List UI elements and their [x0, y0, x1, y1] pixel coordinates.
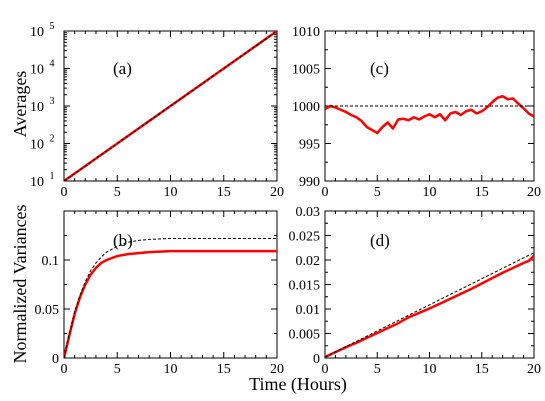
y-axis-label-normalized-variances: Normalized Variances: [10, 204, 30, 363]
y-tick-label: 0.02: [296, 254, 321, 269]
plot-frame: [324, 210, 535, 359]
x-tick-label: 0: [322, 362, 329, 377]
x-tick-label: 0: [322, 185, 329, 200]
y-tick-label: 0.03: [296, 205, 321, 220]
y-tick-label: 0: [313, 352, 320, 367]
series-simulation-line: [325, 95, 534, 135]
y-tick-label: 1005: [292, 63, 320, 78]
y-tick-label: 0.025: [289, 230, 321, 245]
y-tick-label: 10: [30, 138, 44, 153]
y-tick-label: 0.005: [289, 328, 321, 343]
series-theory-line: [325, 252, 534, 358]
y-tick-label-exponent: 3: [50, 96, 55, 107]
panel-a: 0 5 10 15 20 10 1 10 2 10 3 10 4 10 5 (a): [30, 21, 284, 200]
panel-label: (d): [370, 231, 390, 250]
series-simulation-line: [325, 254, 534, 358]
x-tick-label: 0: [61, 362, 68, 377]
x-tick-label: 20: [270, 362, 284, 377]
x-tick-label: 15: [475, 185, 489, 200]
panel-b: 0 5 10 15 20 0 0.05 0.1 (b): [35, 210, 284, 377]
x-tick-label: 15: [217, 362, 231, 377]
x-tick-label: 5: [374, 185, 381, 200]
x-tick-label: 5: [114, 362, 121, 377]
panel-label: (b): [113, 231, 133, 250]
panel-label: (c): [370, 59, 389, 78]
y-tick-label-exponent: 4: [50, 59, 55, 70]
y-tick-label: 10: [30, 63, 44, 78]
x-tick-label: 10: [164, 362, 178, 377]
y-tick-label-exponent: 5: [50, 21, 55, 32]
y-tick-label: 1010: [292, 25, 320, 40]
y-tick-label: 10: [30, 25, 44, 40]
x-tick-label: 20: [527, 362, 541, 377]
x-tick-label: 5: [114, 185, 121, 200]
y-axis-label-averages: Averages: [10, 71, 30, 138]
x-tick-label: 10: [423, 362, 437, 377]
y-tick-label: 10: [30, 175, 44, 190]
x-tick-label: 5: [374, 362, 381, 377]
y-tick-label: 0.015: [289, 279, 321, 294]
y-tick-label-exponent: 2: [50, 134, 55, 145]
y-tick-label: 995: [299, 138, 320, 153]
panel-c: 0 5 10 15 20 990 995 1000 1005 1010 (c): [292, 25, 541, 200]
x-axis-label: Time (Hours): [249, 374, 347, 395]
y-tick-label: 0: [52, 352, 59, 367]
x-tick-label: 20: [270, 185, 284, 200]
x-tick-label: 15: [475, 362, 489, 377]
series-theory-line: [64, 31, 277, 181]
x-tick-label: 15: [217, 185, 231, 200]
y-tick-label-exponent: 1: [50, 171, 55, 182]
y-tick-label: 1000: [292, 100, 320, 115]
panel-label: (a): [113, 59, 132, 78]
y-tick-label: 0.05: [35, 303, 60, 318]
y-tick-label: 990: [299, 175, 320, 190]
series-theory-line: [64, 237, 277, 358]
x-tick-label: 0: [61, 185, 68, 200]
x-tick-label: 10: [164, 185, 178, 200]
panel-d: 0 5 10 15 20 0 0.005 0.01 0.015 0.02 0.025 0.03 (d): [289, 205, 542, 377]
y-tick-label: 10: [30, 100, 44, 115]
x-tick-label: 10: [423, 185, 437, 200]
y-tick-label: 0.01: [296, 303, 321, 318]
plot-frame: [63, 210, 278, 359]
series-simulation-line: [64, 249, 277, 358]
x-tick-label: 20: [527, 185, 541, 200]
y-tick-label: 0.1: [42, 254, 60, 269]
